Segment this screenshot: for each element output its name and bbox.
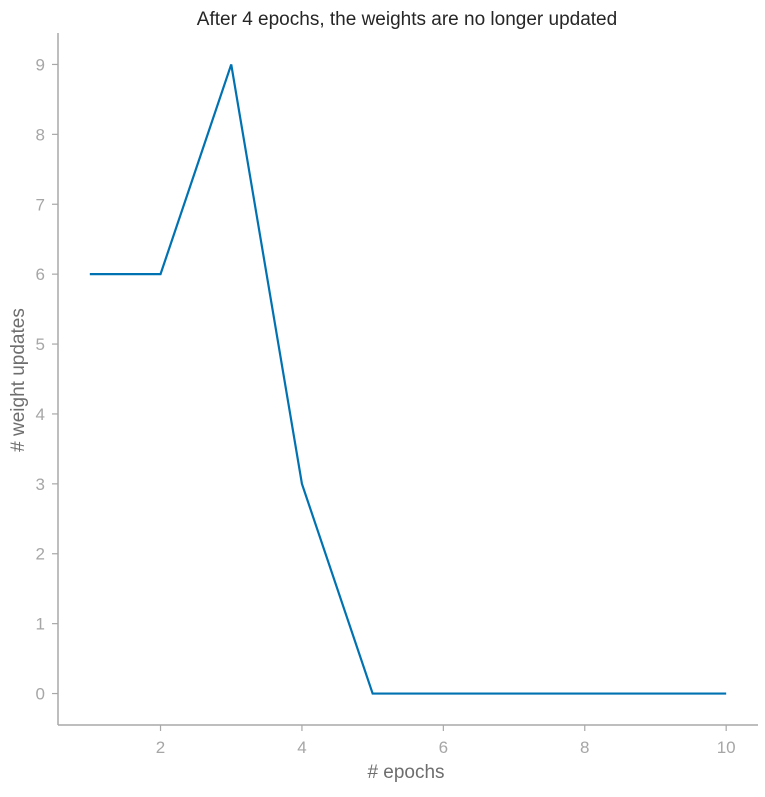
y-tick-label: 0 <box>36 685 45 704</box>
x-axis-label: # epochs <box>367 762 444 783</box>
x-tick-label: 6 <box>439 738 448 757</box>
x-tick-label: 4 <box>297 738 306 757</box>
y-tick-label: 3 <box>36 475 45 494</box>
y-tick-label: 9 <box>36 55 45 74</box>
chart-title: After 4 epochs, the weights are no longe… <box>197 9 617 30</box>
x-axis-ticks: 2 4 6 8 10 <box>156 725 736 757</box>
series-layer <box>89 64 727 695</box>
y-tick-label: 8 <box>36 125 45 144</box>
y-tick-label: 5 <box>36 335 45 354</box>
y-tick-label: 7 <box>36 195 45 214</box>
x-tick-label: 10 <box>717 738 736 757</box>
series-line-1 <box>89 64 727 695</box>
x-tick-label: 8 <box>580 738 589 757</box>
y-tick-label: 1 <box>36 615 45 634</box>
y-axis-ticks: 0 1 2 3 4 5 6 7 8 9 <box>36 55 58 704</box>
y-axis-label: # weight updates <box>8 308 29 452</box>
x-tick-label: 2 <box>156 738 165 757</box>
y-tick-label: 4 <box>36 405 45 424</box>
y-tick-label: 6 <box>36 265 45 284</box>
y-tick-label: 2 <box>36 545 45 564</box>
